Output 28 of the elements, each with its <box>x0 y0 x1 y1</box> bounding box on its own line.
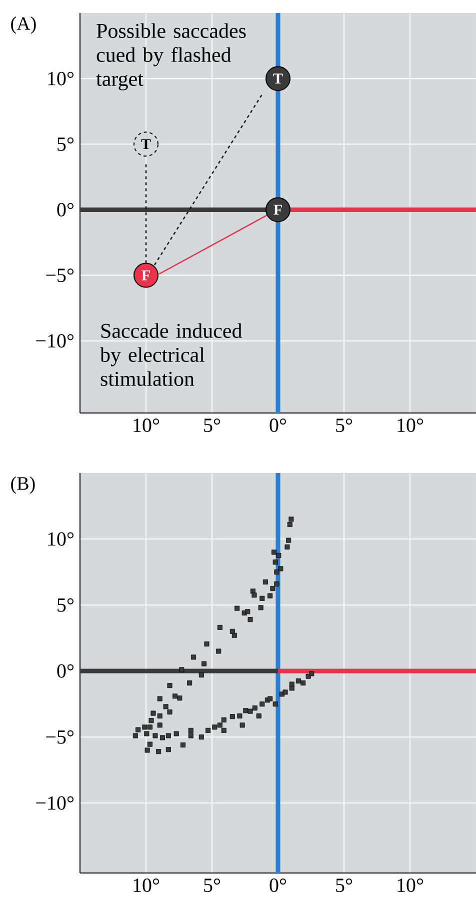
data-label: F <box>274 204 282 215</box>
y-tick-label: 5° <box>58 598 74 612</box>
y-tick-label: −10° <box>36 334 74 348</box>
chart-title: (B) <box>11 476 35 494</box>
x-tick-label: 10° <box>398 418 424 432</box>
data-label: T <box>273 74 283 84</box>
x-tick-label: 5° <box>336 418 352 432</box>
y-tick-label: −5° <box>46 268 74 282</box>
y-tick-label: −10° <box>36 796 74 810</box>
x-tick-label: 0° <box>270 878 286 892</box>
x-tick-label: 10° <box>134 418 160 432</box>
y-tick-label: 0° <box>57 202 74 216</box>
y-tick-label: 0° <box>57 664 74 678</box>
x-tick-label: 5° <box>336 878 352 892</box>
y-tick-label: 5° <box>58 137 74 151</box>
y-tick-label: 10° <box>48 532 74 546</box>
y-tick-label: 10° <box>48 72 74 86</box>
data-label: T <box>141 139 151 150</box>
x-tick-label: 10° <box>398 878 424 892</box>
x-tick-label: 10° <box>134 878 160 892</box>
chart-title: (A) <box>11 16 36 34</box>
x-tick-label: 0° <box>270 418 286 432</box>
x-tick-label: 5° <box>204 418 220 432</box>
y-tick-label: −5° <box>46 730 74 744</box>
annotation: Possible saccades cued by flashed target <box>96 23 246 90</box>
annotation: Saccade induced by electrical stimulation <box>100 323 242 386</box>
data-label: F <box>142 270 150 280</box>
x-tick-label: 5° <box>204 878 220 892</box>
